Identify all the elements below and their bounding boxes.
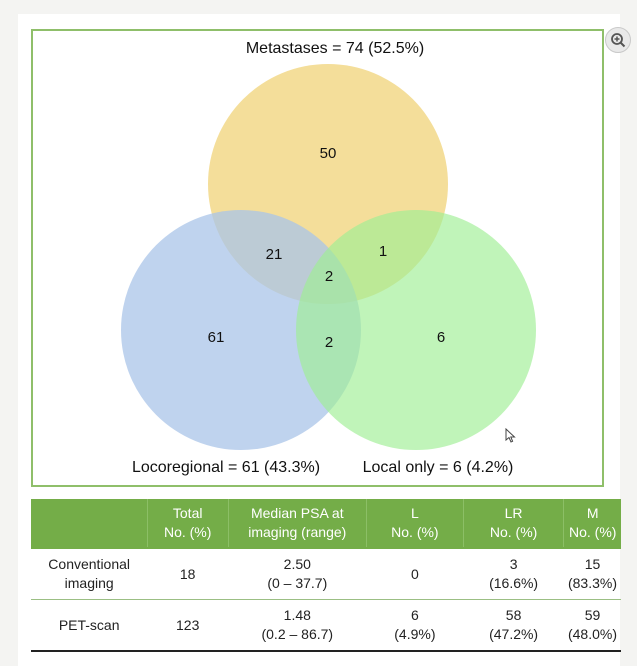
region-all-three: 2: [325, 268, 333, 285]
header-l: L No. (%): [366, 499, 464, 548]
locoregional-label: Locoregional = 61 (43.3%): [132, 459, 320, 476]
cell-m: 15 (83.3%): [563, 547, 621, 600]
region-locoregional-only: 61: [208, 329, 225, 346]
region-metastases-only: 50: [320, 145, 337, 162]
cell-line: (47.2%): [489, 626, 539, 642]
local-only-circle: [296, 210, 536, 450]
cell-line: (0 – 37.7): [267, 575, 328, 591]
cell-line: 58: [505, 607, 522, 623]
cell-line: 0: [410, 565, 419, 582]
imaging-results-table: Total No. (%) Median PSA at imaging (ran…: [31, 499, 621, 652]
zoom-button[interactable]: [605, 27, 631, 53]
cell-median-psa: 1.48 (0.2 – 86.7): [228, 599, 367, 652]
cell-lr: 3 (16.6%): [463, 547, 564, 600]
venn-diagram: Metastases = 74 (52.5%) Locoregional = 6…: [121, 40, 536, 476]
imaging-results-table-wrap: Total No. (%) Median PSA at imaging (ran…: [31, 499, 621, 652]
header-line: No. (%): [569, 524, 617, 540]
header-total: Total No. (%): [146, 499, 229, 548]
cell-line: (16.6%): [489, 575, 539, 591]
cell-line: (83.3%): [567, 575, 617, 591]
header-line: No. (%): [391, 524, 439, 540]
metastases-label: Metastases = 74 (52.5%): [246, 40, 424, 57]
region-metastases-local: 1: [379, 243, 387, 260]
cell-lr: 58 (47.2%): [463, 599, 564, 652]
header-line: L: [410, 505, 419, 521]
header-line: LR: [504, 505, 523, 521]
header-line: Total: [172, 505, 203, 521]
cell-line: 1.48: [283, 607, 311, 623]
cell-line: imaging: [64, 575, 114, 591]
cell-line: 15: [584, 556, 601, 572]
header-line: M: [586, 505, 599, 521]
row-label-pet-scan: PET-scan: [31, 599, 148, 652]
zoom-in-icon: [611, 33, 626, 48]
cell-l: 0: [366, 547, 464, 600]
row-label-conventional-imaging: Conventional imaging: [31, 547, 148, 600]
cell-line: (4.9%): [394, 626, 436, 642]
cell-line: 3: [509, 556, 518, 572]
header-empty: [31, 499, 148, 548]
cell-l: 6 (4.9%): [366, 599, 464, 652]
region-local-only: 6: [437, 329, 445, 346]
locoregional-circle: [121, 210, 361, 450]
cell-total: 18: [147, 547, 229, 600]
cell-median-psa: 2.50 (0 – 37.7): [228, 547, 367, 600]
cell-line: 59: [584, 607, 601, 623]
cell-line: 123: [176, 616, 200, 633]
region-locoregional-local: 2: [325, 334, 333, 351]
table-row: Conventional imaging 18 2.50 (0 – 37.7) …: [31, 547, 621, 600]
cell-line: (0.2 – 86.7): [261, 626, 334, 642]
cell-line: 6: [410, 607, 419, 623]
cell-m: 59 (48.0%): [563, 599, 621, 652]
header-line: imaging (range): [248, 524, 347, 540]
cell-line: Conventional: [48, 556, 131, 572]
cell-line: 18: [179, 565, 196, 582]
region-metastases-locoregional: 21: [266, 246, 283, 263]
cell-line: (48.0%): [567, 626, 617, 642]
header-lr: LR No. (%): [462, 499, 564, 548]
mouse-pointer-icon: [505, 428, 516, 443]
header-line: Median PSA at: [250, 505, 344, 521]
local-only-label: Local only = 6 (4.2%): [363, 459, 514, 476]
cell-line: 2.50: [283, 556, 311, 572]
header-line: No. (%): [489, 524, 538, 540]
cell-total: 123: [147, 599, 229, 652]
header-line: No. (%): [163, 524, 212, 540]
table-header-row: Total No. (%) Median PSA at imaging (ran…: [31, 499, 621, 548]
table-row: PET-scan 123 1.48 (0.2 – 86.7) 6 (4.9%) …: [31, 599, 621, 652]
cell-line: PET-scan: [58, 616, 120, 633]
header-median-psa: Median PSA at imaging (range): [227, 499, 367, 548]
header-m: M No. (%): [563, 499, 621, 548]
